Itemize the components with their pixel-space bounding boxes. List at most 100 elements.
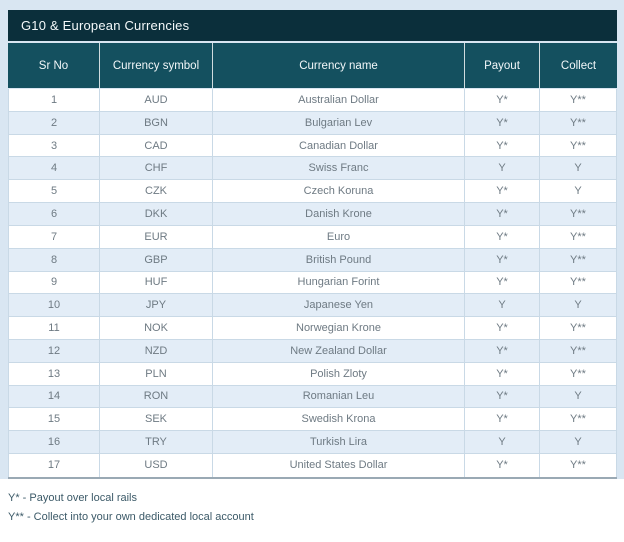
cell-currency-name: Bulgarian Lev [213,111,465,134]
cell-currency-symbol: EUR [100,225,213,248]
cell-collect: Y** [540,362,617,385]
cell-currency-symbol: RON [100,385,213,408]
header-currency-name: Currency name [213,43,465,88]
table-row: 9 HUF Hungarian Forint Y* Y** [8,271,617,295]
cell-sr-no: 7 [8,225,100,248]
cell-collect: Y** [540,89,617,111]
cell-payout: Y [465,157,540,180]
cell-payout: Y* [465,408,540,431]
table-row: 12 NZD New Zealand Dollar Y* Y** [8,339,617,363]
cell-currency-symbol: CHF [100,157,213,180]
cell-currency-symbol: PLN [100,362,213,385]
table-title-bar: G10 & European Currencies [8,10,617,41]
table-row: 14 RON Romanian Leu Y* Y [8,385,617,409]
header-currency-symbol: Currency symbol [100,43,213,88]
header-payout: Payout [465,43,540,88]
cell-payout: Y* [465,180,540,203]
table-title: G10 & European Currencies [21,18,190,33]
cell-currency-symbol: USD [100,454,213,477]
cell-currency-symbol: JPY [100,294,213,317]
cell-currency-name: Japanese Yen [213,294,465,317]
table-row: 17 USD United States Dollar Y* Y** [8,454,617,477]
cell-collect: Y** [540,134,617,157]
cell-currency-symbol: NOK [100,317,213,339]
cell-sr-no: 16 [8,431,100,453]
cell-currency-name: Hungarian Forint [213,271,465,294]
cell-currency-name: Polish Zloty [213,362,465,385]
cell-currency-symbol: CZK [100,180,213,203]
footnote-payout: Y* - Payout over local rails [8,492,137,504]
table-row: 7 EUR Euro Y* Y** [8,225,617,249]
cell-currency-name: Norwegian Krone [213,317,465,339]
cell-sr-no: 11 [8,317,100,339]
table-row: 11 NOK Norwegian Krone Y* Y** [8,317,617,340]
header-collect: Collect [560,59,597,72]
cell-payout: Y* [465,134,540,157]
cell-payout: Y* [465,271,540,294]
table-row: 3 CAD Canadian Dollar Y* Y** [8,134,617,158]
cell-collect: Y [540,294,617,317]
cell-currency-symbol: TRY [100,431,213,453]
table-row: 10 JPY Japanese Yen Y Y [8,294,617,318]
cell-collect: Y** [540,454,617,477]
cell-currency-symbol: GBP [100,248,213,271]
table-row: 13 PLN Polish Zloty Y* Y** [8,362,617,386]
cell-payout: Y* [465,339,540,362]
cell-collect: Y** [540,317,617,339]
cell-sr-no: 4 [8,157,100,180]
cell-currency-name: Australian Dollar [213,89,465,111]
cell-currency-name: Swedish Krona [213,408,465,431]
footnotes: Y* - Payout over local rails Y** - Colle… [8,492,254,530]
cell-payout: Y* [465,385,540,408]
cell-payout: Y* [465,362,540,385]
cell-collect: Y** [540,271,617,294]
cell-sr-no: 2 [8,111,100,134]
cell-sr-no: 14 [8,385,100,408]
cell-currency-name: Turkish Lira [213,431,465,453]
cell-payout: Y* [465,454,540,477]
cell-payout: Y* [465,317,540,339]
cell-currency-name: United States Dollar [213,454,465,477]
cell-collect: Y [540,180,617,203]
cell-collect: Y [540,431,617,453]
cell-currency-symbol: HUF [100,271,213,294]
table-row: 1 AUD Australian Dollar Y* Y** [8,89,617,112]
header-sr-no: Sr No [8,43,100,88]
table-header-row: Sr No Currency symbol Currency name Payo… [8,43,617,88]
cell-sr-no: 1 [8,89,100,111]
cell-payout: Y* [465,89,540,111]
cell-sr-no: 15 [8,408,100,431]
cell-sr-no: 5 [8,180,100,203]
table-row: 4 CHF Swiss Franc Y Y [8,157,617,181]
table-row: 16 TRY Turkish Lira Y Y [8,431,617,454]
cell-currency-name: British Pound [213,248,465,271]
cell-currency-symbol: AUD [100,89,213,111]
table-row: 2 BGN Bulgarian Lev Y* Y** [8,111,617,135]
cell-collect: Y** [540,203,617,225]
table-row: 15 SEK Swedish Krona Y* Y** [8,408,617,432]
cell-collect: Y [540,385,617,408]
cell-collect: Y** [540,225,617,248]
cell-currency-name: Canadian Dollar [213,134,465,157]
currency-table-section: G10 & European Currencies Sr No Currency… [8,10,617,479]
cell-collect: Y** [540,339,617,362]
cell-payout: Y* [465,111,540,134]
cell-sr-no: 13 [8,362,100,385]
cell-sr-no: 8 [8,248,100,271]
cell-currency-name: Danish Krone [213,203,465,225]
cell-sr-no: 3 [8,134,100,157]
cell-collect: Y** [540,408,617,431]
table-row: 8 GBP British Pound Y* Y** [8,248,617,272]
cell-sr-no: 9 [8,271,100,294]
table-body: 1 AUD Australian Dollar Y* Y** 2 BGN Bulgarian … [8,89,617,479]
cell-currency-name: Euro [213,225,465,248]
cell-currency-name: Romanian Leu [213,385,465,408]
cell-sr-no: 17 [8,454,100,477]
cell-payout: Y [465,431,540,453]
cell-sr-no: 10 [8,294,100,317]
cell-currency-name: New Zealand Dollar [213,339,465,362]
cell-currency-symbol: NZD [100,339,213,362]
cell-payout: Y [465,294,540,317]
cell-payout: Y* [465,203,540,225]
